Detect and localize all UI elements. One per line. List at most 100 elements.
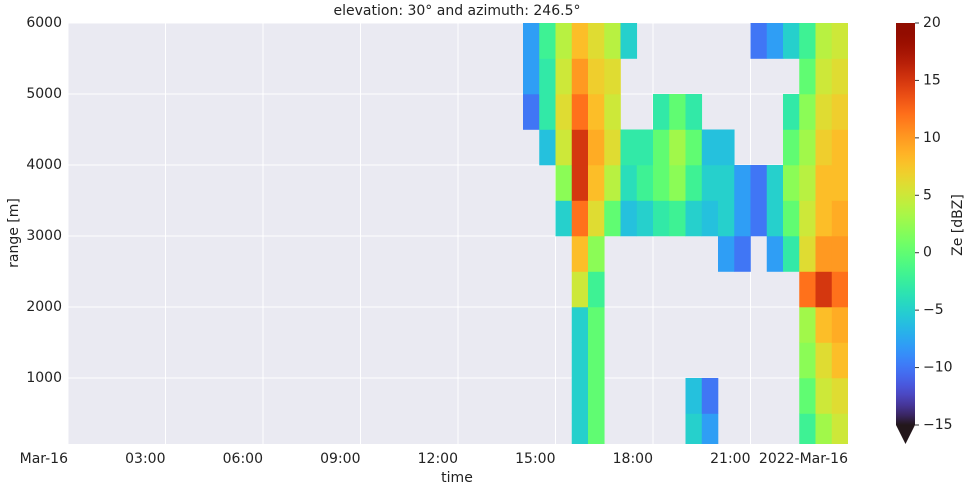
heatmap-cell	[571, 413, 589, 444]
heatmap-cell	[604, 93, 621, 130]
heatmap-cell	[815, 377, 833, 414]
heatmap-cell	[815, 342, 833, 379]
heatmap-cell	[539, 129, 556, 166]
heatmap-cell	[571, 164, 589, 201]
heatmap-cell	[669, 164, 686, 201]
heatmap-cell	[718, 129, 735, 166]
heatmap-cell	[604, 164, 621, 201]
heatmap-cell	[588, 23, 605, 59]
heatmap-cell	[604, 23, 621, 59]
heatmap-cell	[636, 200, 654, 237]
heatmap-cell	[571, 58, 589, 95]
heatmap-cell	[571, 129, 589, 166]
heatmap-cell	[620, 200, 638, 237]
heatmap-cell	[571, 306, 589, 343]
heatmap-cell	[669, 93, 686, 130]
heatmap-cell	[815, 413, 833, 444]
heatmap-cell	[539, 23, 556, 59]
heatmap-cell	[588, 200, 605, 237]
heatmap-cell	[555, 23, 573, 59]
heatmap-cell	[815, 23, 833, 59]
colorbar-extend	[896, 425, 915, 444]
heatmap-cell	[653, 200, 670, 237]
heatmap-cell	[669, 129, 686, 166]
heatmap-cell	[815, 129, 833, 166]
heatmap-cell	[750, 200, 768, 237]
y-tick-label: 3000	[26, 228, 62, 244]
x-tick-label: 06:00	[223, 451, 263, 467]
heatmap-cell	[588, 342, 605, 379]
heatmap-cell	[539, 93, 556, 130]
heatmap-cell	[604, 129, 621, 166]
heatmap-cell	[571, 342, 589, 379]
heatmap-cell	[718, 235, 735, 272]
colorbar-tick-label: 20	[923, 15, 941, 31]
heatmap-cell	[783, 93, 800, 130]
heatmap-cell	[799, 306, 816, 343]
heatmap-cell	[815, 235, 833, 272]
heatmap-cell	[799, 23, 816, 59]
heatmap-cell	[523, 23, 540, 59]
heatmap-cell	[523, 93, 540, 130]
y-tick-label: 1000	[26, 370, 62, 386]
heatmap-cell	[555, 93, 573, 130]
heatmap-cell	[604, 58, 621, 95]
heatmap-cell	[571, 23, 589, 59]
heatmap-cell	[799, 235, 816, 272]
heatmap-cell	[523, 58, 540, 95]
colorbar-label: Ze [dBZ]	[950, 194, 966, 256]
heatmap-cell	[799, 58, 816, 95]
heatmap-cell	[831, 306, 848, 343]
heatmap-cell	[815, 271, 833, 308]
heatmap-cell	[685, 129, 703, 166]
heatmap-cell	[685, 413, 703, 444]
heatmap-cell	[718, 164, 735, 201]
heatmap-cell	[783, 235, 800, 272]
heatmap-cell	[766, 164, 784, 201]
x-tick-label: 15:00	[515, 451, 555, 467]
heatmap-cell	[653, 129, 670, 166]
heatmap-cell	[766, 23, 784, 59]
x-offset-label: 2022-Mar-16	[759, 451, 848, 467]
heatmap-cell	[815, 200, 833, 237]
heatmap-cell	[799, 129, 816, 166]
heatmap-cell	[799, 200, 816, 237]
x-tick-label: 18:00	[613, 451, 653, 467]
heatmap-cell	[718, 200, 735, 237]
heatmap-cell	[701, 200, 719, 237]
heatmap-cell	[685, 377, 703, 414]
heatmap-cell	[734, 235, 751, 272]
heatmap-cell	[588, 413, 605, 444]
heatmap-cell	[799, 93, 816, 130]
heatmap-cell	[701, 413, 719, 444]
heatmap-cell	[799, 164, 816, 201]
heatmap-cell	[620, 164, 638, 201]
colorbar-tick-label: −15	[923, 417, 953, 433]
heatmap-cell	[669, 200, 686, 237]
x-tick-label: Mar-16	[20, 451, 68, 467]
x-tick-label: 21:00	[710, 451, 750, 467]
heatmap-cell	[799, 342, 816, 379]
heatmap-cell	[588, 164, 605, 201]
x-axis-label: time	[441, 470, 473, 486]
heatmap-cell	[653, 164, 670, 201]
colorbar-tick-label: 0	[923, 245, 932, 261]
y-axis-label: range [m]	[6, 198, 22, 268]
heatmap-cell	[831, 93, 848, 130]
heatmap-cell	[734, 200, 751, 237]
chart-title: elevation: 30° and azimuth: 246.5°	[334, 3, 581, 19]
heatmap-cell	[588, 93, 605, 130]
heatmap-cell	[815, 93, 833, 130]
heatmap-cell	[831, 271, 848, 308]
heatmap-cell	[750, 164, 768, 201]
colorbar	[896, 23, 915, 425]
heatmap-cell	[685, 93, 703, 130]
heatmap-cell	[766, 200, 784, 237]
heatmap-cell	[799, 271, 816, 308]
colorbar-tick-label: 5	[923, 187, 932, 203]
heatmap-cell	[620, 23, 638, 59]
x-tick-label: 03:00	[125, 451, 165, 467]
heatmap-cell	[555, 164, 573, 201]
heatmap-cell	[636, 164, 654, 201]
